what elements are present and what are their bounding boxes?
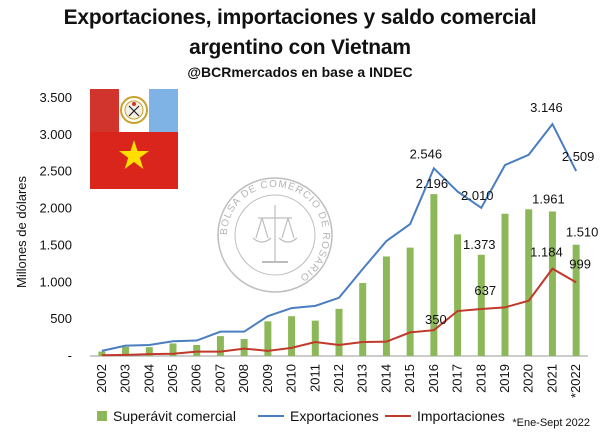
x-tick-label: 2003 — [118, 364, 133, 393]
bar — [430, 194, 438, 356]
x-tick-label: 2009 — [260, 364, 275, 393]
legend-swatch-line — [258, 415, 284, 417]
x-tick-label: 2002 — [94, 364, 109, 393]
bar — [406, 247, 414, 356]
bar — [264, 321, 272, 356]
y-axis: - 500 1.000 1.500 2.000 2.500 3.000 3.500 — [39, 90, 72, 363]
y-tick-label: 2.500 — [39, 164, 72, 179]
bar — [216, 336, 224, 356]
x-tick-label: 2019 — [497, 364, 512, 393]
x-tick-label: *2022 — [568, 364, 583, 398]
bar — [525, 209, 533, 356]
data-label-imports: 350 — [425, 312, 447, 327]
bar — [548, 211, 556, 356]
y-tick-label: 3.000 — [39, 127, 72, 142]
bolsa-de-comercio-de-rosario-seal-icon: BOLSA DE COMERCIO DE ROSARIO — [217, 177, 333, 293]
legend-swatch-line — [385, 415, 411, 417]
legend-label: Importaciones — [417, 408, 505, 424]
x-tick-label: 2021 — [544, 364, 559, 393]
x-tick-label: 2004 — [141, 364, 156, 393]
data-label-exports: 2.509 — [562, 149, 595, 164]
bar — [169, 343, 177, 356]
legend: Superávit comercial Exportaciones Import… — [0, 404, 600, 428]
x-tick-label: 2018 — [473, 364, 488, 393]
x-tick-label: 2014 — [378, 364, 393, 393]
data-label-bar: 1.961 — [532, 191, 565, 206]
vietnam-flag-icon — [90, 132, 178, 189]
flags-icon — [90, 89, 178, 189]
y-tick-label: 1.500 — [39, 237, 72, 252]
line-series — [101, 122, 578, 357]
footnote: *Ene-Sept 2022 — [512, 417, 590, 429]
y-axis-label: Millones de dólares — [14, 176, 29, 289]
legend-label: Superávit comercial — [113, 408, 236, 424]
data-label-imports: 1.184 — [530, 245, 563, 260]
bar — [122, 346, 130, 356]
y-tick-label: 3.500 — [39, 90, 72, 105]
data-label-imports: 999 — [569, 256, 591, 271]
santa-fe-flag-icon — [90, 89, 178, 132]
bar — [311, 320, 319, 356]
data-label-exports: 2.010 — [461, 188, 494, 203]
x-tick-label: 2012 — [331, 364, 346, 393]
bar — [359, 283, 367, 356]
exports-line — [101, 122, 578, 352]
x-tick-label: 2020 — [521, 364, 536, 393]
data-labels: 2.196 1.373 1.961 1.510 2.546 2.010 3.146 2.509… — [410, 100, 599, 327]
bar — [335, 308, 343, 356]
x-tick-label: 2011 — [307, 364, 322, 392]
data-label-bar: 2.196 — [416, 176, 449, 191]
legend-label: Exportaciones — [290, 408, 379, 424]
x-tick-label: 2017 — [450, 364, 465, 393]
data-label-bar: 1.510 — [566, 225, 599, 240]
x-tick-label: 2015 — [402, 364, 417, 393]
imports-line — [101, 267, 577, 357]
x-tick-label: 2008 — [236, 364, 251, 393]
bar — [145, 347, 153, 356]
legend-swatch-bar — [97, 411, 107, 421]
bar — [240, 339, 248, 356]
bar-series — [98, 194, 580, 356]
bar — [382, 256, 390, 356]
x-axis: 2002 2003 2004 2005 2006 2007 2008 2009 2010 2011… — [94, 364, 583, 398]
chart-title: Exportaciones, importaciones y saldo com… — [63, 6, 537, 29]
x-tick-label: 2006 — [189, 364, 204, 393]
y-tick-label: 2.000 — [39, 201, 72, 216]
bar — [98, 351, 106, 356]
x-tick-label: 2010 — [284, 364, 299, 393]
x-tick-label: 2013 — [355, 364, 370, 393]
x-tick-label: 2016 — [426, 364, 441, 393]
legend-item-superavit: Superávit comercial — [97, 408, 236, 424]
y-tick-label: 500 — [50, 311, 72, 326]
y-tick-label: - — [68, 348, 72, 363]
chart-title-line2: argentino con Vietnam — [189, 36, 411, 59]
legend-item-exportaciones: Exportaciones — [258, 408, 379, 424]
data-label-exports: 2.546 — [410, 146, 443, 161]
data-label-bar: 1.373 — [463, 237, 496, 252]
bar — [193, 344, 201, 356]
y-tick-label: 1.000 — [39, 274, 72, 289]
data-label-imports: 637 — [474, 283, 496, 298]
chart-subtitle: @BCRmercados en base a INDEC — [187, 64, 413, 80]
data-label-exports: 3.146 — [530, 100, 563, 115]
bar — [501, 213, 509, 356]
legend-item-importaciones: Importaciones — [385, 408, 505, 424]
bar — [572, 244, 580, 356]
x-tick-label: 2005 — [165, 364, 180, 393]
bar — [477, 254, 485, 356]
x-tick-label: 2007 — [212, 364, 227, 393]
bar — [288, 316, 296, 356]
bar — [454, 234, 462, 356]
